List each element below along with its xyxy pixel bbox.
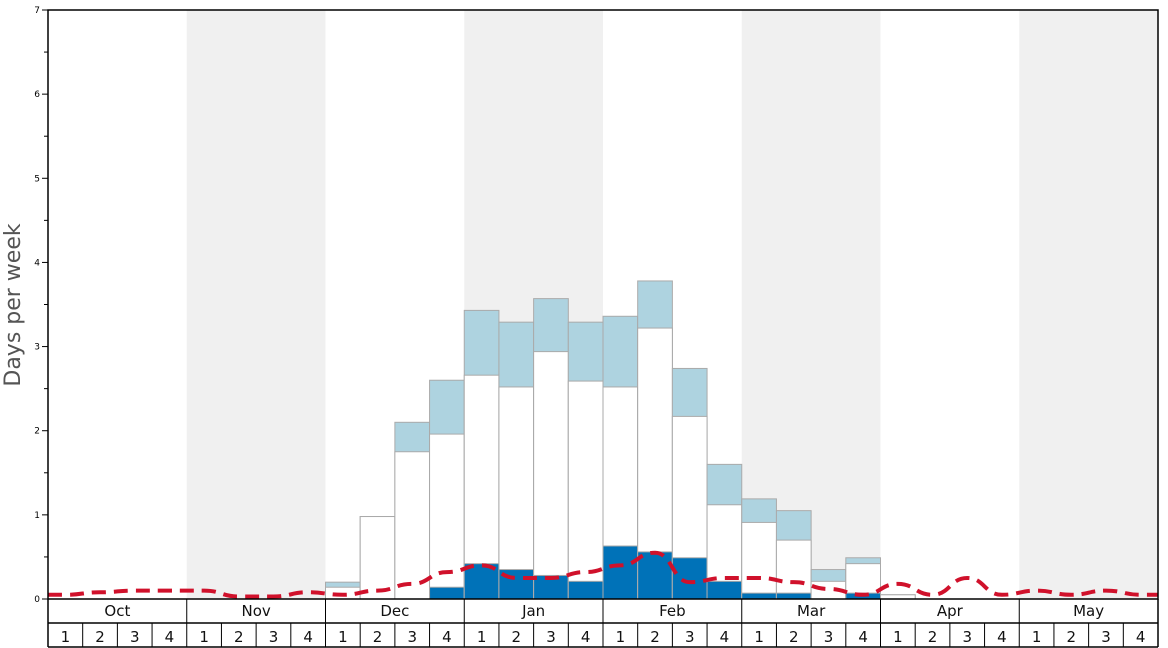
white-bar-week-10: [359, 516, 396, 600]
week-label: 1: [477, 628, 487, 646]
week-label: 4: [581, 628, 591, 646]
week-label: 3: [962, 628, 972, 646]
month-label-mar: Mar: [797, 602, 826, 620]
week-label: 1: [893, 628, 903, 646]
week-label: 4: [997, 628, 1007, 646]
y-tick-label: 7: [34, 6, 40, 16]
white-bar-week-22: [775, 539, 812, 600]
week-label: 4: [720, 628, 730, 646]
week-label: 3: [130, 628, 140, 646]
month-label-apr: Apr: [937, 602, 964, 620]
week-label: 3: [269, 628, 279, 646]
white-bar-week-21: [741, 521, 777, 600]
week-label: 3: [1101, 628, 1111, 646]
week-label: 1: [1032, 628, 1042, 646]
week-label: 4: [165, 628, 175, 646]
axis-labels: 0 1 2 3 4 5 6 7 Oct 1 2 3 4 Nov 1 2 3 4 Dec 1 2 3 4 Jan 1 2 3 4 Feb 1…: [34, 6, 1145, 646]
month-shade-nov: [186, 10, 326, 599]
y-tick-label: 1: [34, 511, 40, 521]
bars: [325, 280, 916, 600]
month-label-jan: Jan: [521, 602, 545, 620]
week-label: 3: [407, 628, 417, 646]
white-bar-week-12: [429, 433, 465, 600]
y-axis-label: Days per week: [1, 223, 26, 386]
dark-bar-week-18: [637, 551, 673, 600]
dark-bar-week-17: [602, 545, 639, 600]
white-bar-week-15: [533, 351, 569, 600]
dark-bar-week-20: [706, 580, 743, 600]
y-tick-label: 2: [34, 427, 40, 437]
week-label: 1: [616, 628, 626, 646]
week-label: 2: [373, 628, 383, 646]
y-tick-label: 0: [34, 595, 40, 605]
month-label-feb: Feb: [659, 602, 686, 620]
month-label-dec: Dec: [380, 602, 409, 620]
y-tick-label: 6: [34, 90, 40, 100]
dark-bar-week-13: [463, 563, 500, 600]
month-label-may: May: [1073, 602, 1104, 620]
dashed-line-series: [48, 550, 1158, 599]
week-label: 1: [61, 628, 71, 646]
week-label: 2: [650, 628, 660, 646]
dark-bar-week-22: [775, 592, 812, 600]
y-tick-label: 3: [34, 343, 40, 353]
white-bar-week-13: [463, 374, 500, 600]
month-shade-may: [1019, 10, 1158, 599]
y-tick-label: 5: [34, 174, 40, 184]
week-label: 4: [303, 628, 313, 646]
week-label: 4: [858, 628, 868, 646]
week-label: 3: [546, 628, 556, 646]
week-label: 2: [928, 628, 938, 646]
y-tick-label: 4: [34, 258, 40, 268]
week-label: 1: [199, 628, 209, 646]
dashed-line: [48, 550, 1158, 599]
dark-bar-week-21: [741, 592, 777, 600]
month-label-oct: Oct: [104, 602, 130, 620]
week-label: 2: [234, 628, 244, 646]
white-bar-week-16: [567, 380, 604, 600]
week-label: 3: [824, 628, 834, 646]
month-label-nov: Nov: [241, 602, 270, 620]
week-label: 3: [685, 628, 695, 646]
dark-bar-week-16: [567, 580, 604, 600]
dark-bar-week-12: [429, 586, 465, 600]
week-label: 4: [442, 628, 452, 646]
week-label: 2: [789, 628, 799, 646]
week-label: 2: [1067, 628, 1077, 646]
week-label: 2: [95, 628, 105, 646]
dark-bar-week-19: [671, 557, 708, 600]
week-label: 4: [1136, 628, 1146, 646]
axes: [42, 9, 1159, 648]
white-bar-week-11: [394, 451, 431, 600]
week-label: 1: [754, 628, 764, 646]
white-bar-week-14: [498, 386, 535, 600]
week-label: 1: [338, 628, 348, 646]
week-label: 2: [512, 628, 522, 646]
